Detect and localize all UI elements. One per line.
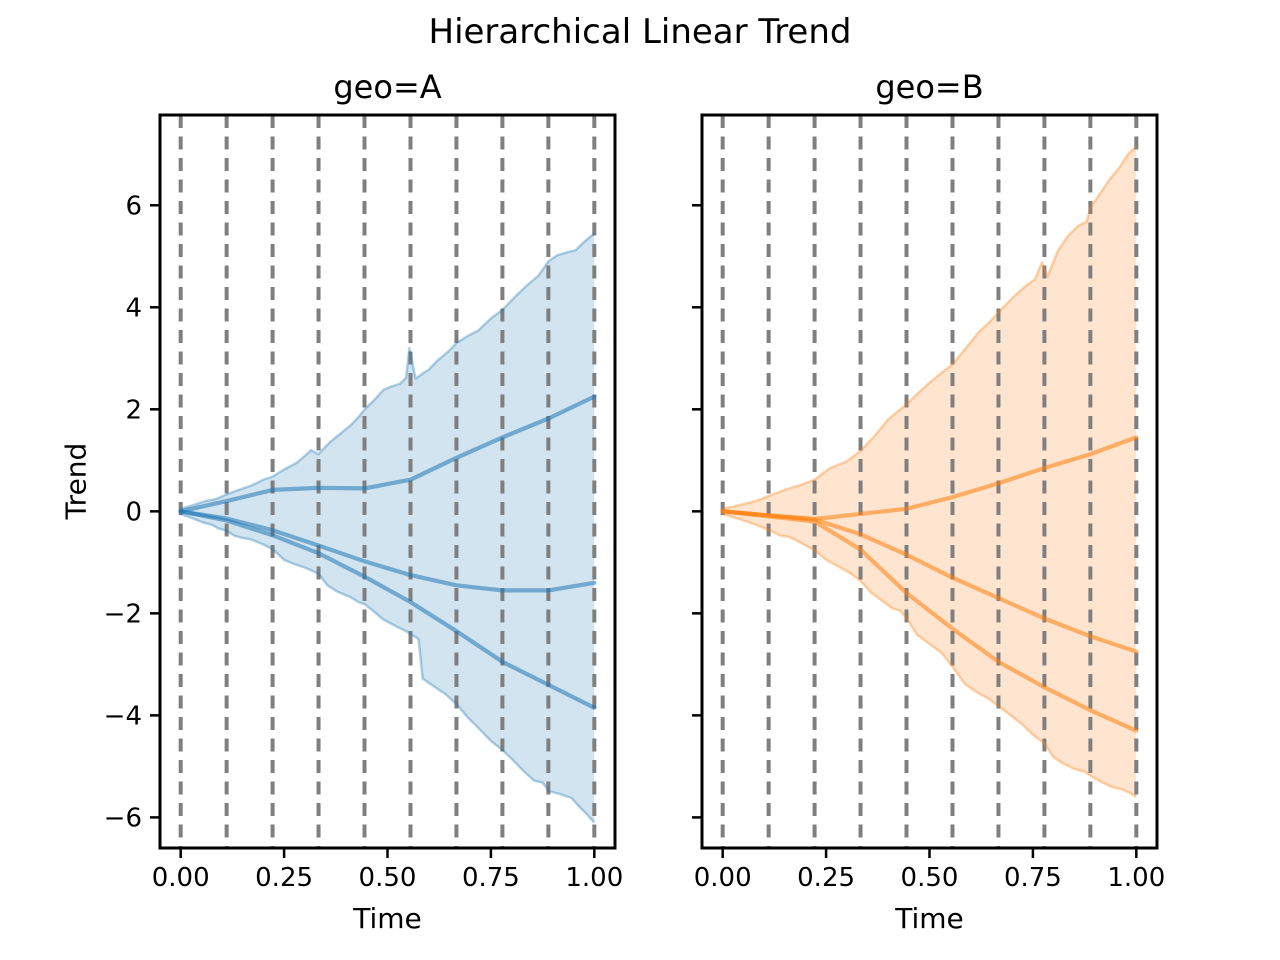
x-tick-label: 0.50: [901, 863, 959, 893]
figure-title: Hierarchical Linear Trend: [428, 12, 852, 52]
x-tick-label: 1.00: [565, 863, 623, 893]
y-tick-label: 0: [125, 497, 142, 527]
uncertainty-band: [180, 233, 595, 823]
y-tick-label: 6: [125, 191, 142, 221]
x-tick-label: 0.00: [694, 863, 752, 893]
y-tick-label: 2: [125, 395, 142, 425]
uncertainty-band: [722, 146, 1137, 798]
y-tick-label: 4: [125, 293, 142, 323]
subplot-geo-b: 0.00 0.25 0.50 0.75 1.00: [692, 113, 1165, 893]
axes-area: [178, 115, 597, 848]
subplot-title-geo-b: geo=B: [875, 68, 984, 106]
trend-sample-line-draw-1: [178, 394, 597, 514]
subplot-geo-a: 0.00 0.25 0.50 0.75 1.00 −6 −4 −2 0 2 4 6: [104, 113, 623, 893]
x-tick-label: 0.50: [359, 863, 417, 893]
x-tick-label: 0.25: [255, 863, 313, 893]
x-axis-label-a: Time: [353, 902, 422, 935]
band-edge-upper: [722, 145, 1138, 511]
x-tick-label: 0.00: [152, 863, 210, 893]
y-tick-label: −4: [104, 701, 142, 731]
trend-sample-line-draw-3: [178, 509, 597, 710]
y-tick-label: −6: [104, 803, 142, 833]
band-edge-upper: [180, 232, 596, 511]
subplot-title-geo-a: geo=A: [333, 68, 442, 106]
y-tick-label: −2: [104, 599, 142, 629]
trend-sample-line-draw-2: [178, 509, 597, 593]
x-tick-label: 0.75: [462, 863, 520, 893]
axes-area: [720, 115, 1139, 848]
band-edge-lower: [722, 512, 1137, 799]
band-edge-lower: [180, 512, 596, 824]
x-tick-label: 0.75: [1004, 863, 1062, 893]
x-axis-label-b: Time: [895, 902, 964, 935]
x-tick-label: 0.25: [797, 863, 855, 893]
trend-sample-line-draw-3: [720, 509, 1139, 733]
x-tick-label: 1.00: [1107, 863, 1165, 893]
